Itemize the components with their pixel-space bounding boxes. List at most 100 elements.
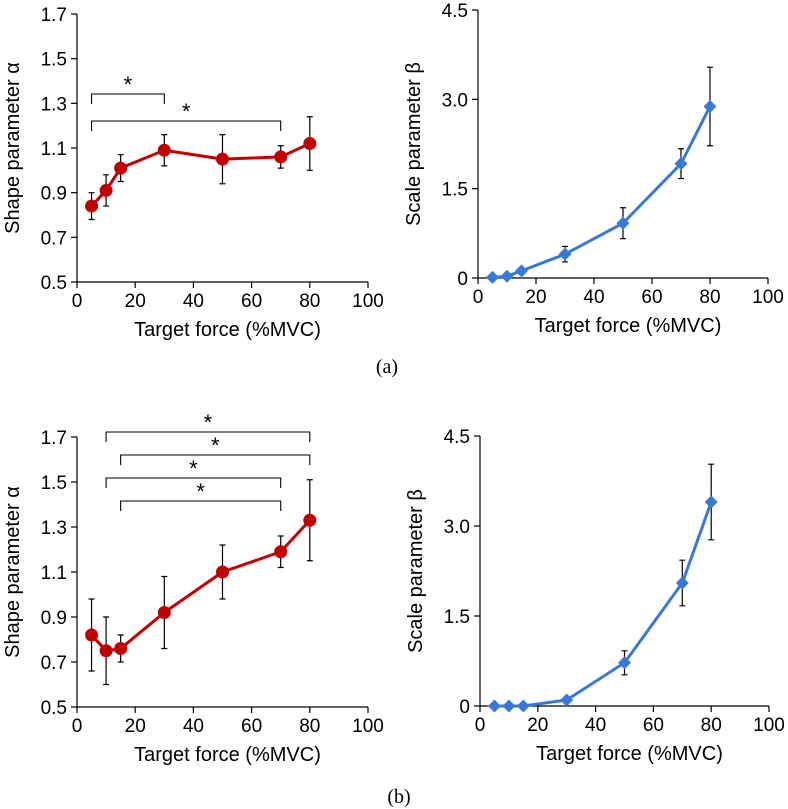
- y-tick-label: 1.5: [41, 50, 67, 71]
- y-tick-label: 0.5: [41, 273, 67, 294]
- chart-panel-b-left: 0 20 40 60 80 100 0.5 0.7 0.9 1.1 1.3 1.5 1.7 Target …: [2, 410, 384, 766]
- y-tick-label: 1.5: [442, 180, 468, 201]
- x-tick-label: 60: [641, 287, 662, 308]
- data-point: [99, 644, 113, 658]
- y-tick-label: 4.5: [442, 1, 468, 22]
- x-axis-title: Target force (%MVC): [535, 315, 722, 337]
- y-tick-label: 4.5: [444, 427, 470, 448]
- x-tick-label: 20: [125, 291, 146, 312]
- significance-star: *: [196, 479, 205, 504]
- x-tick-label: 80: [701, 715, 722, 736]
- y-tick-label: 1.3: [41, 518, 67, 539]
- x-tick-label: 0: [72, 291, 83, 312]
- data-point: [674, 157, 688, 171]
- x-tick-label: 40: [183, 716, 204, 737]
- data-point: [516, 699, 530, 713]
- data-point: [303, 137, 317, 151]
- y-axis-title: Scale parameter β: [405, 489, 427, 653]
- data-point: [703, 99, 717, 113]
- data-point: [560, 693, 574, 707]
- x-tick-label: 20: [525, 287, 546, 308]
- y-tick-label: 0.7: [41, 228, 67, 249]
- data-point: [487, 699, 501, 713]
- chart-panel-b-right: 0 20 40 60 80 100 0 1.5 3.0 4.5 Target force (%MVC…: [405, 427, 785, 765]
- data-point: [616, 216, 630, 230]
- y-tick-label: 0.5: [41, 698, 67, 719]
- y-tick-label: 1.5: [41, 473, 67, 494]
- x-tick-label: 40: [585, 715, 606, 736]
- data-point: [114, 161, 128, 175]
- data-point: [675, 576, 689, 590]
- data-point: [85, 628, 99, 642]
- series-line: [494, 501, 713, 708]
- y-tick-label: 0.7: [41, 653, 67, 674]
- y-tick-label: 1.3: [41, 94, 67, 115]
- series-line: [492, 105, 712, 279]
- x-tick-label: 80: [699, 287, 720, 308]
- significance-bracket: [120, 454, 311, 465]
- chart-panel-a-left: 0 20 40 60 80 100 0.5 0.7 0.9 1.1 1.3 1.5 1.7 Target …: [2, 5, 384, 341]
- significance-star: *: [204, 410, 213, 435]
- y-tick-label: 1.1: [41, 563, 67, 584]
- series-line: [90, 519, 311, 653]
- significance-bracket: [105, 477, 282, 488]
- x-axis-title: Target force (%MVC): [134, 744, 321, 766]
- x-tick-label: 100: [752, 287, 784, 308]
- data-point: [502, 699, 516, 713]
- caption-a: (a): [376, 356, 398, 378]
- significance-bracket: [105, 431, 311, 442]
- y-tick-label: 1.5: [444, 607, 470, 628]
- significance-star: *: [124, 72, 133, 97]
- data-point: [114, 642, 128, 655]
- data-point: [216, 152, 229, 166]
- data-point: [515, 264, 528, 278]
- x-tick-label: 40: [183, 291, 204, 312]
- significance-bracket: [91, 120, 282, 131]
- x-tick-label: 80: [299, 291, 320, 312]
- y-tick-label: 0.9: [41, 184, 67, 205]
- x-tick-label: 60: [241, 716, 262, 737]
- data-point: [704, 495, 718, 509]
- data-point: [99, 183, 113, 197]
- significance-bracket: [91, 93, 165, 104]
- x-tick-label: 0: [473, 287, 484, 308]
- y-tick-label: 0: [459, 697, 470, 718]
- y-tick-label: 3.0: [444, 517, 470, 538]
- x-tick-label: 0: [72, 716, 83, 737]
- y-tick-label: 0: [457, 269, 468, 290]
- data-point: [486, 270, 499, 284]
- y-axis-title: Shape parameter α: [2, 486, 24, 658]
- data-point: [157, 606, 171, 619]
- caption-b: (b): [387, 786, 410, 808]
- x-tick-label: 60: [643, 715, 664, 736]
- x-tick-label: 20: [527, 715, 548, 736]
- significance-bracket: [120, 500, 282, 511]
- x-axis-title: Target force (%MVC): [134, 319, 321, 341]
- data-point: [558, 247, 572, 261]
- data-point: [85, 199, 99, 213]
- x-tick-label: 100: [352, 291, 384, 312]
- significance-star: *: [189, 456, 198, 481]
- x-tick-label: 20: [125, 716, 146, 737]
- y-axis-title: Scale parameter β: [403, 62, 425, 226]
- x-axis-title: Target force (%MVC): [536, 743, 723, 765]
- y-tick-label: 3.0: [442, 90, 468, 111]
- data-point: [157, 143, 171, 157]
- data-point: [500, 269, 514, 283]
- y-tick-label: 1.7: [41, 428, 67, 449]
- data-point: [274, 545, 288, 559]
- y-axis-title: Shape parameter α: [2, 62, 24, 234]
- x-tick-label: 40: [583, 287, 604, 308]
- data-point: [216, 565, 229, 579]
- data-point: [274, 150, 288, 164]
- x-tick-label: 100: [352, 716, 384, 737]
- data-point: [618, 656, 631, 670]
- significance-star: *: [182, 99, 191, 124]
- x-tick-label: 80: [299, 716, 320, 737]
- y-tick-label: 0.9: [41, 608, 67, 629]
- chart-panel-a-right: 0 20 40 60 80 100 0 1.5 3.0 4.5 Target force (%MVC…: [403, 1, 784, 337]
- x-tick-label: 60: [241, 291, 262, 312]
- data-point: [303, 513, 317, 527]
- y-tick-label: 1.1: [41, 139, 67, 160]
